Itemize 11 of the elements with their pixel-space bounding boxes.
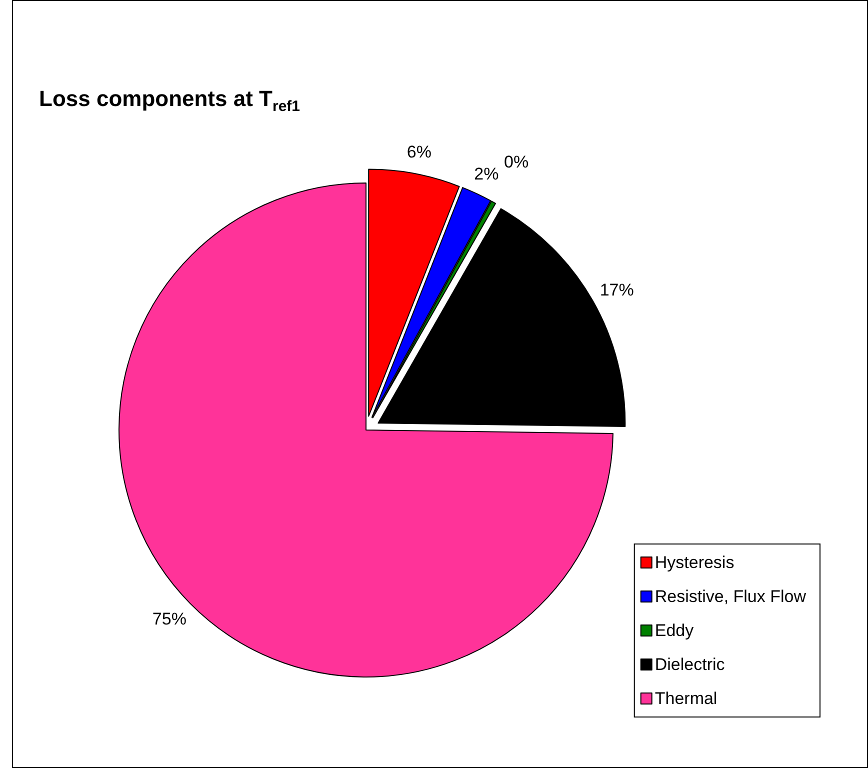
data-label: 17% (600, 280, 634, 300)
data-label: 6% (406, 142, 432, 162)
legend-label: Dielectric (654, 655, 726, 674)
chart-title: Loss components at T$_{ref1}$ (39, 86, 300, 115)
legend-label: Hysteresis (654, 553, 734, 572)
data-label: 2% (474, 164, 499, 184)
data-label: 0% (504, 152, 529, 172)
legend-label: Eddy (654, 621, 694, 640)
legend-label: Resistive, Flux Flow (654, 587, 807, 606)
legend-label: Thermal (654, 689, 718, 708)
data-label: 75% (152, 609, 186, 628)
